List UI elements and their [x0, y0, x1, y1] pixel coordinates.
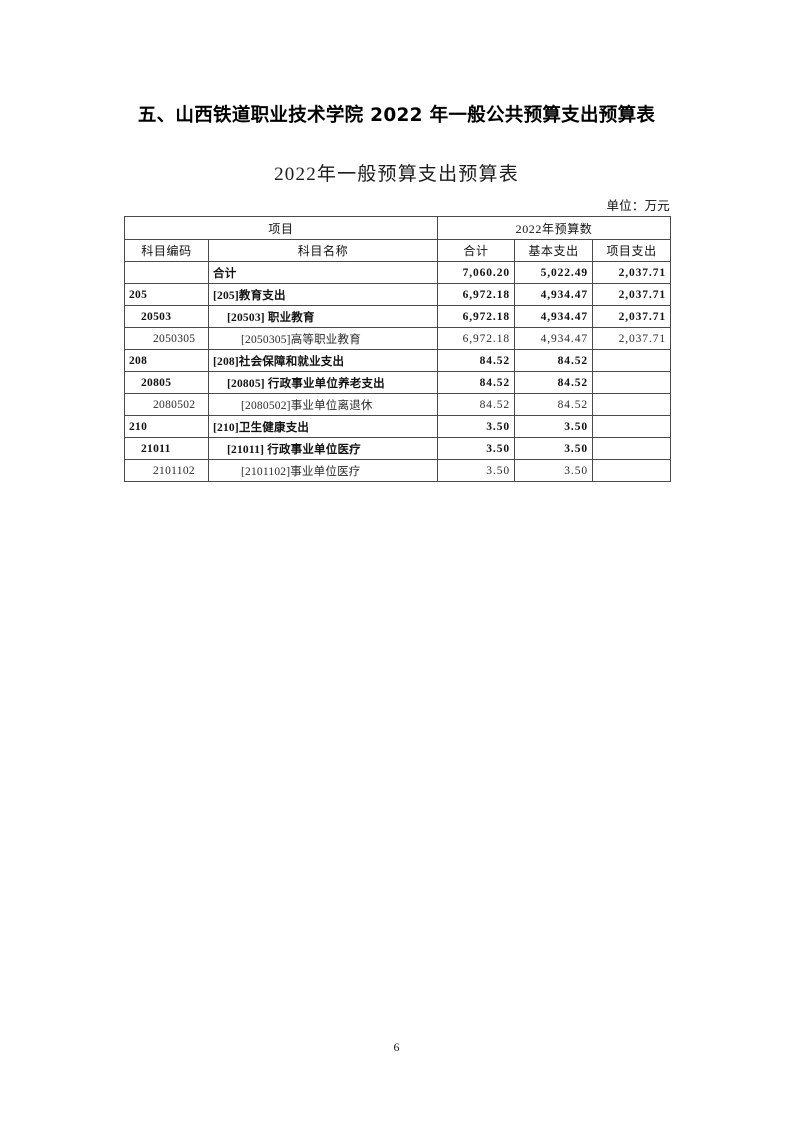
cell-subject-code: 2101102	[124, 459, 209, 482]
table-title: 2022年一般预算支出预算表	[274, 164, 519, 185]
cell-project-expenditure	[592, 437, 672, 460]
cell-subject-name: [2050305]高等职业教育	[207, 327, 439, 350]
cell-total: 84.52	[437, 371, 516, 394]
cell-basic-expenditure: 3.50	[514, 415, 594, 438]
cell-total: 84.52	[437, 349, 516, 372]
header-group-item: 项目	[123, 216, 439, 240]
cell-total: 6,972.18	[437, 327, 516, 350]
cell-basic-expenditure: 3.50	[514, 437, 594, 460]
cell-basic-expenditure: 4,934.47	[514, 283, 594, 306]
cell-subject-name: [210]卫生健康支出	[207, 415, 439, 438]
header-col-basic: 基本支出	[514, 239, 594, 262]
cell-total: 6,972.18	[437, 283, 516, 306]
cell-total: 7,060.20	[437, 261, 516, 284]
header-col-proj: 项目支出	[592, 239, 672, 262]
page-title: 五、山西铁道职业技术学院 2022 年一般公共预算支出预算表	[137, 105, 656, 126]
cell-subject-name: [205]教育支出	[207, 283, 439, 306]
table-row: 210 [210]卫生健康支出 3.50 3.50	[124, 415, 672, 438]
header-group-budget: 2022年预算数	[437, 216, 672, 240]
cell-subject-name: [20805] 行政事业单位养老支出	[207, 371, 439, 394]
header-col-name: 科目名称	[207, 239, 439, 262]
table-row: 合计 7,060.20 5,022.49 2,037.71	[124, 261, 672, 284]
cell-basic-expenditure: 84.52	[514, 349, 594, 372]
table-row: 2080502 [2080502]事业单位离退休 84.52 84.52	[124, 393, 672, 416]
cell-subject-code: 20805	[124, 371, 209, 394]
cell-subject-code	[124, 261, 209, 284]
cell-subject-code: 21011	[124, 437, 209, 460]
cell-project-expenditure	[592, 371, 672, 394]
table-header-column-row: 科目编码 科目名称 合计 基本支出 项目支出	[124, 239, 672, 262]
cell-subject-name: [2101102]事业单位医疗	[207, 459, 439, 482]
cell-subject-name: [2080502]事业单位离退休	[207, 393, 439, 416]
header-col-code: 科目编码	[124, 239, 209, 262]
table-body: 合计 7,060.20 5,022.49 2,037.71 205 [205]教育支出 6,…	[124, 261, 672, 482]
cell-total: 84.52	[437, 393, 516, 416]
cell-project-expenditure: 2,037.71	[592, 283, 672, 306]
cell-subject-name: 合计	[207, 261, 439, 284]
cell-project-expenditure	[592, 393, 672, 416]
table-row: 20805 [20805] 行政事业单位养老支出 84.52 84.52	[124, 371, 672, 394]
cell-subject-code: 205	[124, 283, 209, 306]
cell-basic-expenditure: 84.52	[514, 393, 594, 416]
budget-expenditure-table: 项目 2022年预算数 科目编码 科目名称 合计 基本支出 项目支出 合计 7,0…	[123, 216, 672, 482]
table-row: 20503 [20503] 职业教育 6,972.18 4,934.47 2,037.7…	[124, 305, 672, 328]
cell-subject-name: [208]社会保障和就业支出	[207, 349, 439, 372]
cell-subject-code: 2080502	[124, 393, 209, 416]
table-row: 208 [208]社会保障和就业支出 84.52 84.52	[124, 349, 672, 372]
table-row: 205 [205]教育支出 6,972.18 4,934.47 2,037.71	[124, 283, 672, 306]
cell-subject-name: [20503] 职业教育	[207, 305, 439, 328]
cell-project-expenditure	[592, 415, 672, 438]
cell-project-expenditure: 2,037.71	[592, 305, 672, 328]
cell-total: 3.50	[437, 415, 516, 438]
cell-total: 6,972.18	[437, 305, 516, 328]
cell-project-expenditure	[592, 459, 672, 482]
cell-subject-code: 210	[124, 415, 209, 438]
table-row: 2101102 [2101102]事业单位医疗 3.50 3.50	[124, 459, 672, 482]
cell-total: 3.50	[437, 437, 516, 460]
table-row: 2050305 [2050305]高等职业教育 6,972.18 4,934.47 2,…	[124, 327, 672, 350]
cell-basic-expenditure: 3.50	[514, 459, 594, 482]
cell-project-expenditure: 2,037.71	[592, 327, 672, 350]
cell-basic-expenditure: 84.52	[514, 371, 594, 394]
page-number: 6	[393, 1040, 400, 1054]
header-col-total: 合计	[437, 239, 516, 262]
cell-subject-code: 2050305	[124, 327, 209, 350]
cell-basic-expenditure: 5,022.49	[514, 261, 594, 284]
cell-basic-expenditure: 4,934.47	[514, 327, 594, 350]
table-row: 21011 [21011] 行政事业单位医疗 3.50 3.50	[124, 437, 672, 460]
cell-subject-code: 208	[124, 349, 209, 372]
unit-note: 单位：万元	[606, 199, 670, 213]
table-header: 项目 2022年预算数 科目编码 科目名称 合计 基本支出 项目支出	[123, 216, 672, 262]
cell-subject-name: [21011] 行政事业单位医疗	[207, 437, 439, 460]
table-header-group-row: 项目 2022年预算数	[123, 216, 672, 240]
cell-project-expenditure	[592, 349, 672, 372]
cell-subject-code: 20503	[124, 305, 209, 328]
cell-total: 3.50	[437, 459, 516, 482]
cell-project-expenditure: 2,037.71	[592, 261, 672, 284]
cell-basic-expenditure: 4,934.47	[514, 305, 594, 328]
